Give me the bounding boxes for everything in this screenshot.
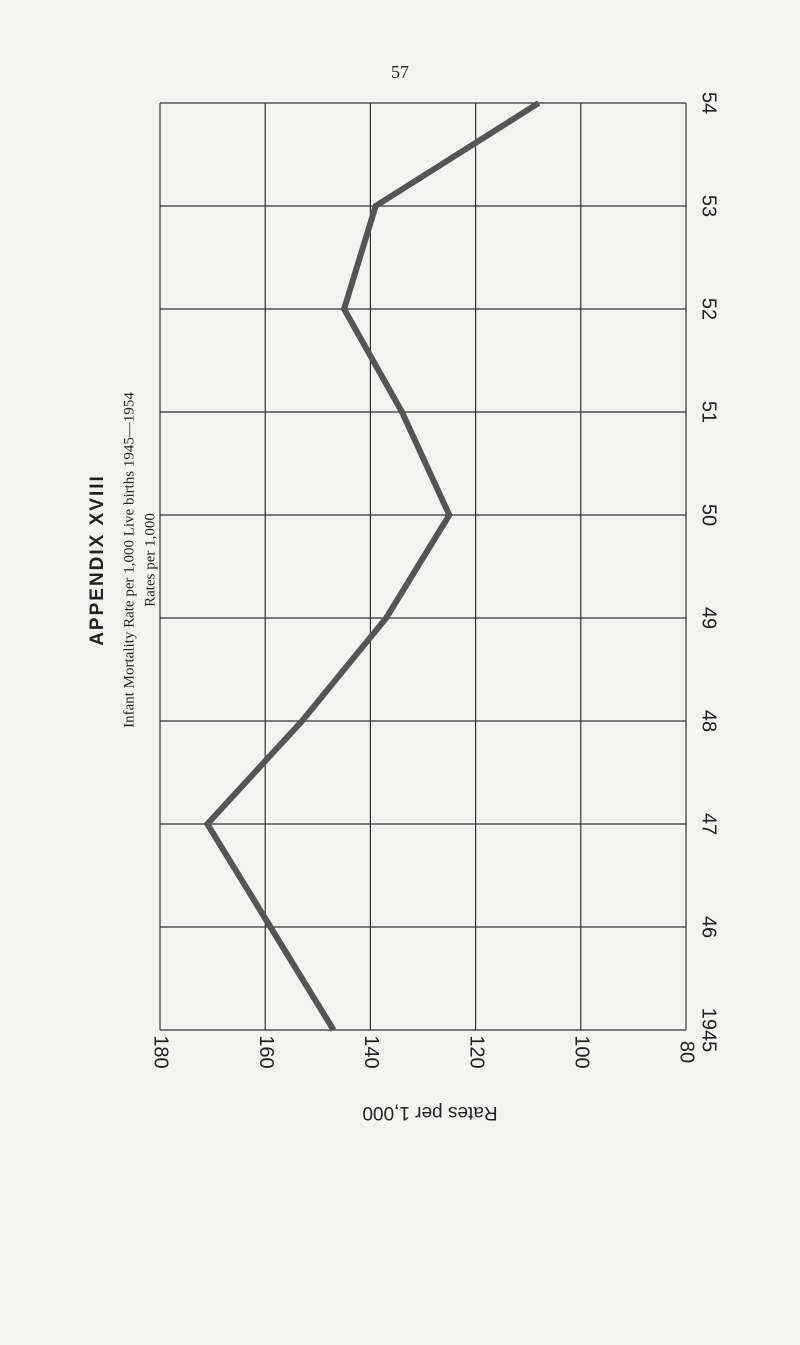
year-tick-label: 53	[698, 195, 720, 217]
year-tick-label: 48	[698, 710, 720, 732]
year-tick-label: 49	[698, 607, 720, 629]
rate-tick-label: 180	[150, 1035, 172, 1068]
rate-tick-label: 120	[465, 1035, 487, 1068]
year-tick-label: 46	[698, 916, 720, 938]
year-tick-label: 52	[698, 298, 720, 320]
rate-tick-label: 80	[676, 1041, 698, 1063]
data-line	[203, 100, 541, 1032]
chart-title: Infant Mortality Rate per 1,000 Live bir…	[121, 392, 137, 728]
year-tick-label: 54	[698, 92, 720, 114]
rate-tick-label: 140	[360, 1035, 382, 1068]
rate-tick-label: 160	[255, 1035, 277, 1068]
rate-tick-label: 100	[571, 1035, 593, 1068]
page-number: 57	[391, 62, 409, 82]
year-tick-label: 50	[698, 504, 720, 526]
year-tick-label: 1945	[698, 1008, 720, 1053]
year-tick-label: 51	[698, 401, 720, 423]
heading: APPENDIX XVIII	[87, 474, 108, 646]
chart-subtitle: Rates per 1,000	[142, 513, 158, 607]
axis-label: Rates per 1,000	[362, 1102, 497, 1123]
year-tick-label: 47	[698, 813, 720, 835]
